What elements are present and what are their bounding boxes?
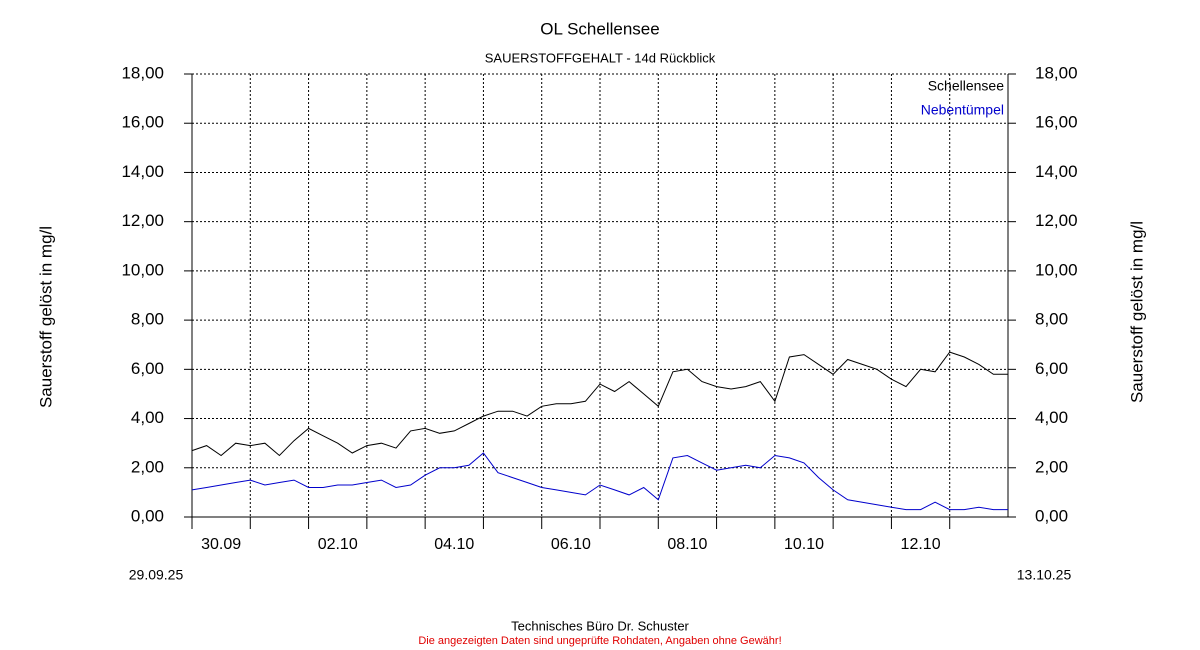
y2-tick-label: 12,00: [1035, 211, 1078, 230]
y-tick-label: 14,00: [121, 162, 164, 181]
y-tick-label: 12,00: [121, 211, 164, 230]
y2-tick-label: 0,00: [1035, 506, 1068, 525]
chart-title: OL Schellensee: [540, 19, 659, 38]
y2-tick-label: 16,00: [1035, 113, 1078, 132]
y-tick-label: 0,00: [131, 506, 164, 525]
y2-tick-label: 8,00: [1035, 310, 1068, 329]
x-tick-label: 30.09: [201, 536, 241, 553]
y2-tick-label: 10,00: [1035, 260, 1078, 279]
y2-tick-label: 2,00: [1035, 457, 1068, 476]
end-date: 13.10.25: [1017, 567, 1072, 583]
y2-tick-label: 14,00: [1035, 162, 1078, 181]
x-tick-label: 08.10: [667, 536, 707, 553]
start-date: 29.09.25: [129, 567, 184, 583]
footer: Technisches Büro Dr. Schuster: [511, 618, 689, 633]
y2-tick-label: 18,00: [1035, 63, 1078, 82]
data-line: [191, 452, 1008, 511]
y-tick-label: 4,00: [131, 408, 164, 427]
disclaimer: Die angezeigten Daten sind ungeprüfte Ro…: [418, 635, 781, 647]
y-axis-label: Sauerstoff gelöst in mg/l: [36, 226, 55, 408]
y2-tick-label: 6,00: [1035, 359, 1068, 378]
y-tick-label: 6,00: [131, 359, 164, 378]
x-tick-label: 04.10: [434, 536, 474, 553]
data-line: [191, 351, 1008, 457]
legend-entry: Schellensee: [928, 78, 1004, 94]
x-tick-label: 12.10: [901, 536, 941, 553]
legend-entry: Nebentümpel: [921, 102, 1004, 118]
y-tick-label: 16,00: [121, 113, 164, 132]
y-tick-label: 10,00: [121, 260, 164, 279]
x-tick-label: 10.10: [784, 536, 824, 553]
y-tick-label: 8,00: [131, 310, 164, 329]
y2-tick-label: 4,00: [1035, 408, 1068, 427]
y2-axis-label: Sauerstoff gelöst in mg/l: [1127, 221, 1146, 403]
y-tick-label: 18,00: [121, 63, 164, 82]
chart-subtitle: SAUERSTOFFGEHALT - 14d Rückblick: [485, 50, 716, 65]
y-tick-label: 2,00: [131, 457, 164, 476]
x-tick-label: 02.10: [318, 536, 358, 553]
x-tick-label: 06.10: [551, 536, 591, 553]
